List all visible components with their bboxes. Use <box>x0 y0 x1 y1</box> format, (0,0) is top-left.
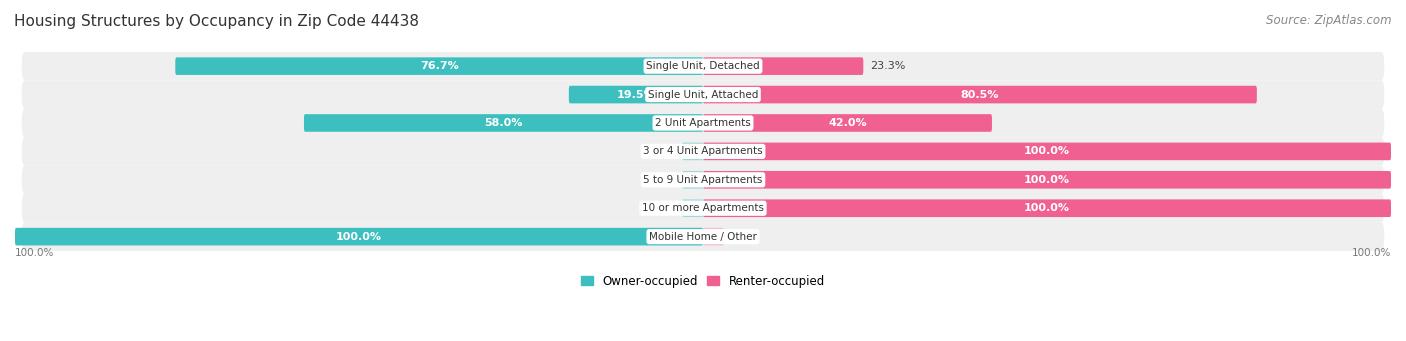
Text: Single Unit, Detached: Single Unit, Detached <box>647 61 759 71</box>
Text: 0.0%: 0.0% <box>647 175 675 185</box>
FancyBboxPatch shape <box>21 80 1385 109</box>
Text: 76.7%: 76.7% <box>420 61 458 71</box>
Text: Single Unit, Attached: Single Unit, Attached <box>648 90 758 100</box>
FancyBboxPatch shape <box>21 166 1385 194</box>
Text: 100.0%: 100.0% <box>1024 203 1070 213</box>
Text: 80.5%: 80.5% <box>960 90 1000 100</box>
Text: Source: ZipAtlas.com: Source: ZipAtlas.com <box>1267 14 1392 27</box>
FancyBboxPatch shape <box>21 52 1385 80</box>
FancyBboxPatch shape <box>703 199 1391 217</box>
Text: 100.0%: 100.0% <box>1024 175 1070 185</box>
FancyBboxPatch shape <box>304 114 703 132</box>
Text: 100.0%: 100.0% <box>1351 248 1391 258</box>
Text: 0.0%: 0.0% <box>731 232 759 242</box>
FancyBboxPatch shape <box>703 228 724 246</box>
Text: 42.0%: 42.0% <box>828 118 866 128</box>
FancyBboxPatch shape <box>703 171 1391 189</box>
FancyBboxPatch shape <box>703 86 1257 103</box>
Text: Housing Structures by Occupancy in Zip Code 44438: Housing Structures by Occupancy in Zip C… <box>14 14 419 29</box>
Legend: Owner-occupied, Renter-occupied: Owner-occupied, Renter-occupied <box>576 270 830 293</box>
FancyBboxPatch shape <box>21 222 1385 251</box>
FancyBboxPatch shape <box>21 109 1385 137</box>
Text: 0.0%: 0.0% <box>647 146 675 157</box>
FancyBboxPatch shape <box>703 114 993 132</box>
FancyBboxPatch shape <box>15 228 703 246</box>
FancyBboxPatch shape <box>682 143 703 160</box>
Text: 100.0%: 100.0% <box>1024 146 1070 157</box>
FancyBboxPatch shape <box>569 86 703 103</box>
FancyBboxPatch shape <box>682 171 703 189</box>
Text: Mobile Home / Other: Mobile Home / Other <box>650 232 756 242</box>
FancyBboxPatch shape <box>682 199 703 217</box>
Text: 3 or 4 Unit Apartments: 3 or 4 Unit Apartments <box>643 146 763 157</box>
Text: 23.3%: 23.3% <box>870 61 905 71</box>
Text: 58.0%: 58.0% <box>484 118 523 128</box>
FancyBboxPatch shape <box>703 57 863 75</box>
Text: 100.0%: 100.0% <box>15 248 55 258</box>
Text: 10 or more Apartments: 10 or more Apartments <box>643 203 763 213</box>
Text: 0.0%: 0.0% <box>647 203 675 213</box>
Text: 100.0%: 100.0% <box>336 232 382 242</box>
FancyBboxPatch shape <box>176 57 703 75</box>
Text: 5 to 9 Unit Apartments: 5 to 9 Unit Apartments <box>644 175 762 185</box>
Text: 2 Unit Apartments: 2 Unit Apartments <box>655 118 751 128</box>
FancyBboxPatch shape <box>21 137 1385 166</box>
FancyBboxPatch shape <box>703 143 1391 160</box>
FancyBboxPatch shape <box>21 194 1385 222</box>
Text: 19.5%: 19.5% <box>617 90 655 100</box>
